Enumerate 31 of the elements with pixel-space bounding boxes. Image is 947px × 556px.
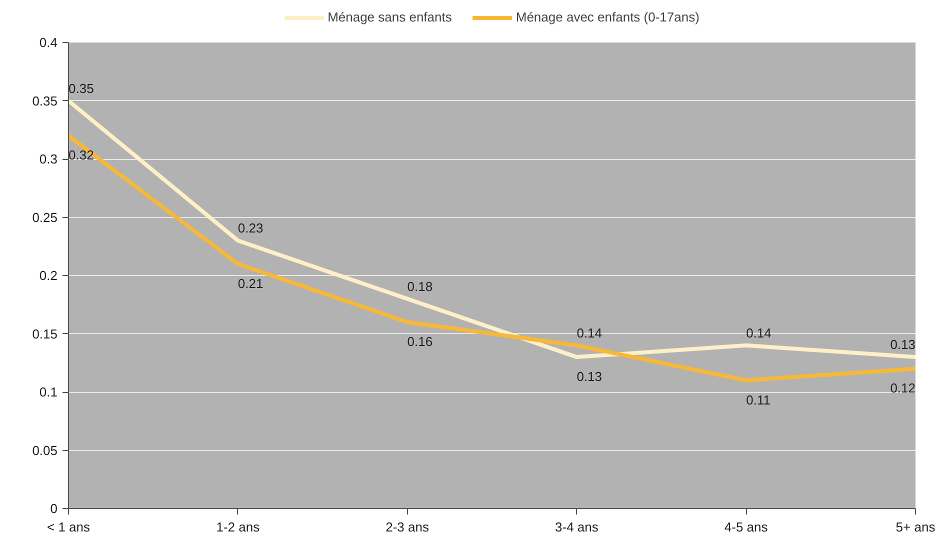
x-tick-label: 1-2 ans bbox=[216, 520, 260, 534]
y-tick-label: 0.05 bbox=[32, 442, 58, 458]
data-label: 0.12 bbox=[890, 380, 916, 396]
x-tick-label: < 1 ans bbox=[46, 520, 91, 534]
y-tick-label: 0.4 bbox=[39, 35, 58, 50]
legend-label: Ménage sans enfants bbox=[328, 10, 452, 24]
y-tick-label: 0.3 bbox=[39, 152, 58, 166]
data-label: 0.32 bbox=[68, 148, 94, 163]
x-tick-label: 5+ ans bbox=[896, 520, 936, 534]
data-label: 0.13 bbox=[890, 337, 916, 352]
data-label: 0.11 bbox=[746, 392, 770, 408]
y-tick-label: 0.1 bbox=[39, 384, 58, 400]
data-label: 0.21 bbox=[238, 276, 264, 291]
y-tick-label: 0.35 bbox=[32, 93, 58, 108]
data-label: 0.14 bbox=[746, 325, 772, 340]
data-label: 0.18 bbox=[407, 278, 433, 294]
y-tick-label: 0.2 bbox=[39, 268, 58, 283]
x-tick-label: 4-5 ans bbox=[724, 520, 768, 534]
x-tick-label: 3-4 ans bbox=[555, 520, 599, 534]
data-label: 0.13 bbox=[576, 369, 602, 384]
line-series bbox=[68, 134, 916, 382]
data-label: 0.35 bbox=[68, 80, 94, 96]
data-label: 0.14 bbox=[576, 325, 602, 340]
line-series bbox=[68, 98, 916, 360]
y-tick-label: 0 bbox=[50, 501, 58, 516]
data-label: 0.16 bbox=[407, 334, 433, 350]
y-tick-label: 0.15 bbox=[32, 326, 58, 342]
data-label: 0.23 bbox=[238, 220, 264, 236]
x-tick-label: 2-3 ans bbox=[386, 520, 430, 534]
y-tick-label: 0.25 bbox=[32, 210, 58, 225]
legend-label: Ménage avec enfants (0-17ans) bbox=[516, 10, 700, 24]
